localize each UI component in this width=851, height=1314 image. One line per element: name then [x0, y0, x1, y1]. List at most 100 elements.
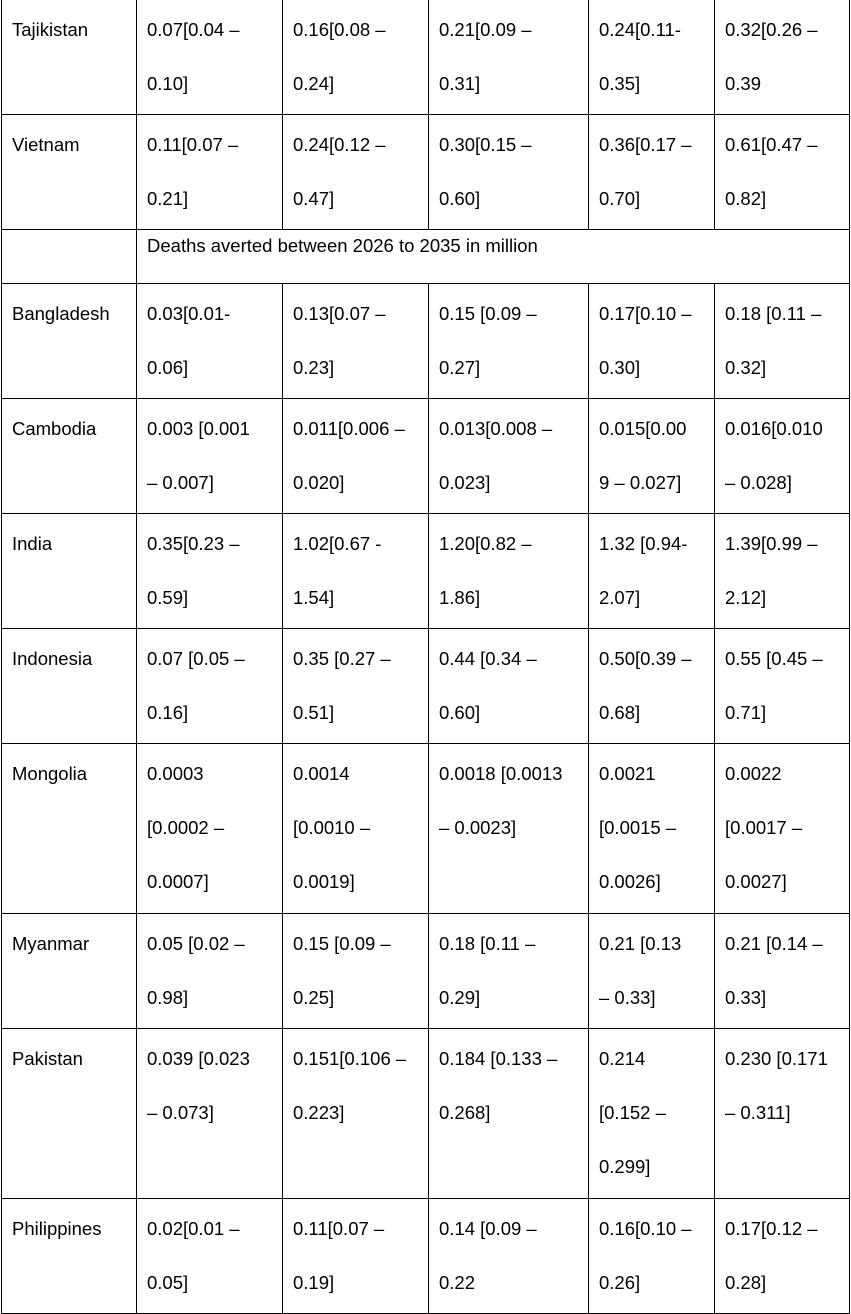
- value-line: 0.32[0.26 –: [725, 19, 818, 40]
- value-line: 0.05]: [147, 1272, 189, 1293]
- country-cell: Vietnam: [1, 114, 137, 230]
- value-cell: 0.24[0.12 – 0.47]: [282, 114, 429, 230]
- value-line: 0.151[0.106 –: [293, 1048, 407, 1069]
- country-cell: Tajikistan: [1, 0, 137, 115]
- table-row: Vietnam 0.11[0.07 –0.21] 0.24[0.12 –0.47] 0…: [1, 114, 850, 230]
- value-line: 0.82]: [725, 188, 767, 209]
- table-row: Philippines 0.02[0.01 –0.05] 0.11[0.07 –0.…: [1, 1198, 850, 1314]
- value-cell: 0.214 [0.152 – 0.299]: [588, 1028, 715, 1199]
- value-line: 0.230 [0.171: [725, 1048, 828, 1069]
- value-line: 0.47]: [293, 188, 335, 209]
- value-line: 0.60]: [439, 188, 481, 209]
- value-line: 0.39: [725, 73, 762, 94]
- value-line: 0.21 [0.13: [599, 933, 682, 954]
- value-cell: 0.55 [0.45 – 0.71]: [714, 628, 850, 744]
- value-line: – 0.028]: [725, 472, 792, 493]
- value-cell: 0.230 [0.171 – 0.311]: [714, 1028, 850, 1199]
- value-line: 0.015[0.00: [599, 418, 687, 439]
- value-line: 1.20[0.82 –: [439, 533, 532, 554]
- value-line: 1.86]: [439, 587, 481, 608]
- value-line: [0.152 –: [599, 1102, 666, 1123]
- value-cell: 0.18 [0.11 – 0.29]: [428, 913, 589, 1029]
- value-line: 0.22: [439, 1272, 476, 1293]
- country-cell: Bangladesh: [1, 283, 137, 399]
- value-line: 0.59]: [147, 587, 189, 608]
- value-line: 0.23]: [293, 357, 335, 378]
- value-line: 0.70]: [599, 188, 641, 209]
- value-line: 0.0018 [0.0013: [439, 763, 563, 784]
- value-line: 0.21]: [147, 188, 189, 209]
- value-line: 0.17[0.10 –: [599, 303, 692, 324]
- value-line: 0.0027]: [725, 871, 787, 892]
- value-line: 1.02[0.67 -: [293, 533, 382, 554]
- table-row: India 0.35[0.23 – 0.59] 1.02[0.67 - 1.54] 1.2…: [1, 513, 850, 629]
- value-cell: 1.02[0.67 - 1.54]: [282, 513, 429, 629]
- value-line: 0.16[0.10 –: [599, 1218, 692, 1239]
- value-line: 0.16]: [147, 702, 189, 723]
- value-line: 0.17[0.12 –: [725, 1218, 818, 1239]
- country-cell: Mongolia: [1, 743, 137, 914]
- value-line: 0.29]: [439, 987, 481, 1008]
- value-line: [0.0015 –: [599, 817, 677, 838]
- value-cell: 0.15 [0.09 – 0.27]: [428, 283, 589, 399]
- value-cell: 0.50[0.39 – 0.68]: [588, 628, 715, 744]
- value-cell: 0.15 [0.09 – 0.25]: [282, 913, 429, 1029]
- value-cell: 0.36[0.17 – 0.70]: [588, 114, 715, 230]
- value-line: 0.27]: [439, 357, 481, 378]
- value-line: 0.50[0.39 –: [599, 648, 692, 669]
- value-line: 0.30]: [599, 357, 641, 378]
- value-line: 0.21[0.09 –: [439, 19, 532, 40]
- value-line: 0.51]: [293, 702, 335, 723]
- value-line: 0.24[0.12 –: [293, 134, 386, 155]
- value-line: 0.71]: [725, 702, 767, 723]
- value-cell: 0.0022 [0.0017 – 0.0027]: [714, 743, 850, 914]
- value-line: – 0.073]: [147, 1102, 214, 1123]
- value-cell: 0.039 [0.023 – 0.073]: [136, 1028, 283, 1199]
- value-cell: 0.35 [0.27 – 0.51]: [282, 628, 429, 744]
- value-line: 0.32]: [725, 357, 767, 378]
- table-row: Indonesia 0.07 [0.05 –0.16] 0.35 [0.27 –0.…: [1, 628, 850, 744]
- value-line: 9 – 0.027]: [599, 472, 682, 493]
- value-line: 1.32 [0.94-: [599, 533, 688, 554]
- section-empty-cell: [1, 229, 137, 284]
- value-line: 0.0026]: [599, 871, 661, 892]
- value-line: – 0.0023]: [439, 817, 517, 838]
- value-line: 0.013[0.008 –: [439, 418, 553, 439]
- value-cell: 0.17[0.10 – 0.30]: [588, 283, 715, 399]
- value-line: 0.55 [0.45 –: [725, 648, 823, 669]
- value-cell: 0.61[0.47 – 0.82]: [714, 114, 850, 230]
- value-cell: 1.39[0.99 – 2.12]: [714, 513, 850, 629]
- value-line: 0.44 [0.34 –: [439, 648, 537, 669]
- value-cell: 0.0014 [0.0010 – 0.0019]: [282, 743, 429, 914]
- value-line: 0.24]: [293, 73, 335, 94]
- value-line: 2.12]: [725, 587, 767, 608]
- value-line: 0.21 [0.14 –: [725, 933, 823, 954]
- value-line: 0.11[0.07 –: [147, 134, 239, 155]
- value-cell: 0.44 [0.34 – 0.60]: [428, 628, 589, 744]
- value-line: 0.98]: [147, 987, 189, 1008]
- value-cell: 0.32[0.26 – 0.39: [714, 0, 850, 115]
- value-line: 1.54]: [293, 587, 335, 608]
- value-cell: 0.21[0.09 – 0.31]: [428, 0, 589, 115]
- value-cell: 0.013[0.008 – 0.023]: [428, 398, 589, 514]
- value-cell: 0.16[0.10 – 0.26]: [588, 1198, 715, 1314]
- value-cell: 0.11[0.07 – 0.21]: [136, 114, 283, 230]
- value-line: 0.61[0.47 –: [725, 134, 818, 155]
- value-line: 0.02[0.01 –: [147, 1218, 240, 1239]
- country-cell: Philippines: [1, 1198, 137, 1314]
- value-line: [0.0002 –: [147, 817, 225, 838]
- value-cell: 0.0003 [0.0002 – 0.0007]: [136, 743, 283, 914]
- value-line: 0.07[0.04 –: [147, 19, 240, 40]
- value-cell: 0.05 [0.02 – 0.98]: [136, 913, 283, 1029]
- value-line: – 0.007]: [147, 472, 214, 493]
- value-line: 0.31]: [439, 73, 481, 94]
- value-line: 0.05 [0.02 –: [147, 933, 245, 954]
- value-cell: 0.02[0.01 – 0.05]: [136, 1198, 283, 1314]
- value-cell: 0.03[0.01- 0.06]: [136, 283, 283, 399]
- value-cell: 0.015[0.00 9 – 0.027]: [588, 398, 715, 514]
- value-line: 1.39[0.99 –: [725, 533, 818, 554]
- value-cell: 0.011[0.006 – 0.020]: [282, 398, 429, 514]
- value-line: – 0.33]: [599, 987, 656, 1008]
- value-cell: 0.35[0.23 – 0.59]: [136, 513, 283, 629]
